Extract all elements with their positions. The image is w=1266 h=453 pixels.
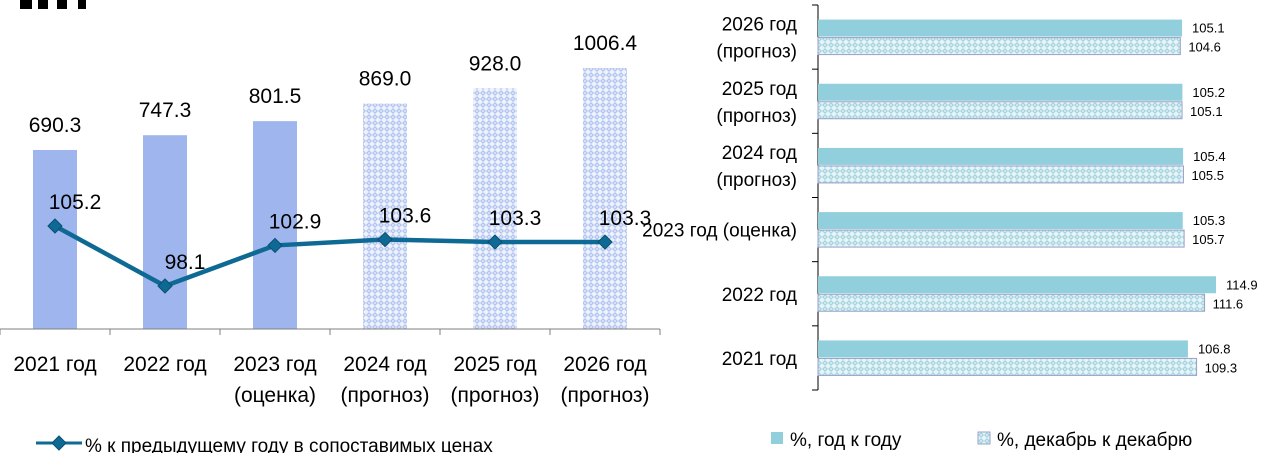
category-label: 2023 год (оценка) [642,221,797,242]
bar [33,149,77,329]
bar [143,135,187,329]
bar-dec [817,37,1181,56]
bar-value-label: 1006.4 [573,32,638,55]
legend-line-label: % к предыдущему году в сопоставимых цена… [85,436,493,453]
bar-value-label: 747.3 [139,99,192,122]
bar [253,121,297,329]
legend-series-2: %, декабрь к декабрю [977,430,1192,451]
category-label: 2021 год [722,349,797,370]
bar-dec-value: 111.6 [1213,296,1244,311]
category-label: (прогноз) [716,170,797,191]
line-marker [47,218,63,234]
bar-dec-value: 109.3 [1205,360,1238,375]
bar [583,68,627,329]
category-label: 2022 год [722,285,797,306]
bar [363,103,407,329]
category-label: 2025 год [722,79,797,100]
bar-yoy-value: 105.1 [1192,21,1225,36]
bar-yoy [818,276,1216,294]
bar-value-label: 928.0 [469,52,522,75]
bar-dec [817,229,1185,248]
legend-dec-label: %, декабрь к декабрю [997,430,1192,451]
category-label: (оценка) [234,384,316,407]
line-marker [377,231,393,248]
bar-yoy-value: 114.9 [1226,277,1258,292]
category-label: 2023 год [233,353,316,376]
category-label: (прогноз) [560,384,649,407]
legend-swatch-dec [977,431,991,445]
category-label: 2021 год [13,353,96,376]
category-label: 2022 год [123,353,206,376]
bar-yoy [818,19,1183,37]
bar-value-label: 801.5 [249,85,302,108]
bar-yoy [818,212,1183,230]
line-value-label: 102.9 [269,210,322,233]
bar-yoy [818,83,1183,101]
cropped-title-fragment [20,0,86,9]
line-marker [267,237,283,254]
legend-yoy-label: %, год к году [790,430,902,451]
line-value-label: 105.2 [49,191,102,214]
bar-dec-value: 105.5 [1191,168,1224,183]
bar-yoy-value: 105.4 [1193,149,1226,164]
bar-dec [817,357,1198,376]
line-value-label: 103.6 [379,205,432,228]
line-marker [597,234,613,250]
bar-dec [817,165,1184,184]
line-value-label: 103.3 [489,207,542,230]
line-series [53,224,605,289]
line-marker [487,234,503,250]
line-marker [157,278,173,294]
line-value-label: 98.1 [165,251,206,274]
right-chart: 105.1 104.6 105.2 105.1 105.4 105.5 105.3 105.7… [642,4,1258,451]
bar-dec-value: 104.6 [1188,40,1221,55]
legend-line: % к предыдущему году в сопоставимых цена… [36,435,493,453]
category-label: (прогноз) [716,106,797,127]
bar-yoy-value: 105.3 [1193,213,1226,228]
bar [473,88,517,329]
bar-dec [817,101,1183,120]
category-label: (прогноз) [340,384,429,407]
bar-yoy [818,340,1188,358]
category-label: 2025 год [453,353,536,376]
bar-dec [817,293,1206,312]
category-label: 2024 год [343,353,426,376]
category-label: (прогноз) [450,384,539,407]
category-label: 2026 год [722,15,797,36]
legend-series-1: %, год к году [771,430,902,451]
bar-dec-value: 105.1 [1190,104,1223,119]
bar-dec-value: 105.7 [1192,232,1225,247]
category-label: 2026 год [563,353,646,376]
legend-swatch-yoy [771,432,783,444]
category-label: 2024 год [722,143,797,164]
left-chart: 690.3 747.3 801.5 869.0 928.0 1006.4 2021 год… [0,0,661,453]
category-label: (прогноз) [716,42,797,63]
line-value-label: 103.3 [599,207,652,230]
bar-value-label: 690.3 [29,114,82,137]
bar-yoy-value: 105.2 [1192,85,1225,100]
bar-yoy-value: 106.8 [1198,341,1231,356]
bar-value-label: 869.0 [359,68,412,91]
bar-yoy [818,147,1184,165]
